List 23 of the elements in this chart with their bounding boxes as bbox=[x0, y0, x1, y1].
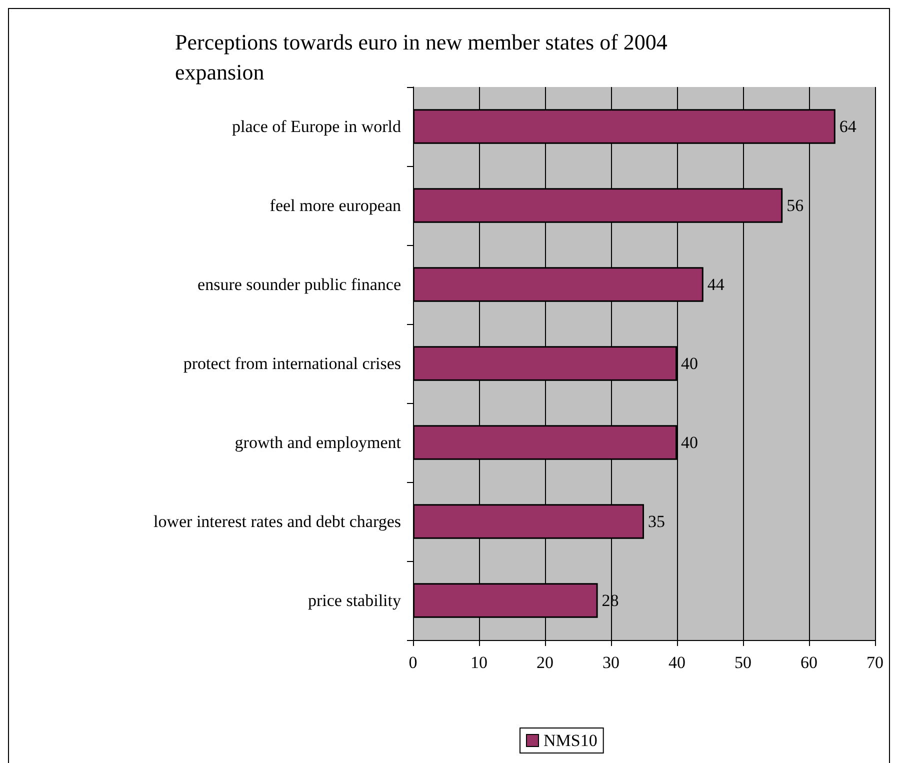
y-tick-label: protect from international crises bbox=[183, 354, 401, 373]
data-label: 40 bbox=[681, 433, 698, 452]
data-label: 56 bbox=[786, 196, 804, 215]
y-tick-label: ensure sounder public finance bbox=[198, 275, 401, 294]
data-label: 44 bbox=[707, 275, 725, 294]
x-tick-label: 70 bbox=[866, 653, 884, 672]
data-label: 35 bbox=[648, 512, 665, 531]
y-tick-label: price stability bbox=[308, 591, 402, 610]
y-tick-label: feel more european bbox=[270, 196, 402, 215]
x-tick-label: 60 bbox=[800, 653, 818, 672]
y-tick-label: place of Europe in world bbox=[232, 117, 402, 136]
data-label: 64 bbox=[839, 117, 857, 136]
x-tick-label: 30 bbox=[602, 653, 620, 672]
chart-title: Perceptions towards euro in new member states of 2004 expansion bbox=[175, 30, 673, 84]
x-tick-label: 20 bbox=[536, 653, 554, 672]
x-tick-label: 0 bbox=[408, 653, 418, 672]
y-tick-label: lower interest rates and debt charges bbox=[153, 512, 401, 531]
x-tick-label: 40 bbox=[668, 653, 686, 672]
x-tick-label: 50 bbox=[734, 653, 752, 672]
data-label: 40 bbox=[681, 354, 698, 373]
legend-label: NMS10 bbox=[544, 731, 598, 750]
y-tick-label: growth and employment bbox=[234, 433, 402, 452]
x-tick-label: 10 bbox=[470, 653, 488, 672]
